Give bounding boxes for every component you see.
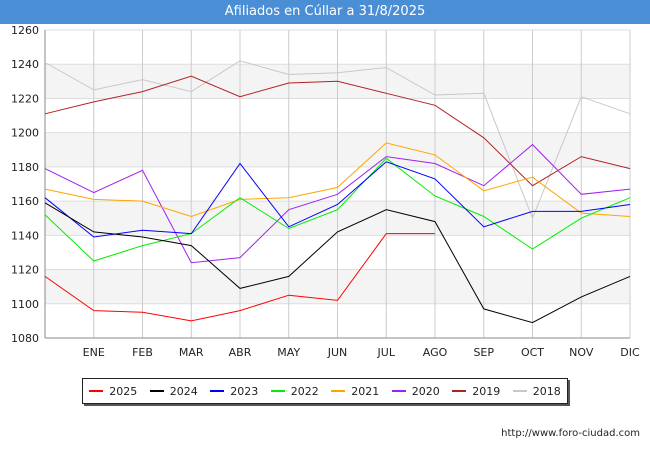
x-tick-label: AGO (423, 346, 448, 359)
legend-item-2019: 2019 (452, 385, 500, 398)
series-line-2023 (44, 161, 631, 238)
x-tick-label: MAY (277, 346, 300, 359)
series-line-2025 (44, 233, 435, 322)
x-tick-label: JUN (327, 346, 348, 359)
x-tick-label: OCT (521, 346, 544, 359)
y-tick-label: 1260 (11, 24, 39, 37)
legend-item-2025: 2025 (89, 385, 137, 398)
legend-label: 2018 (532, 384, 561, 398)
y-tick-label: 1220 (11, 92, 39, 105)
legend-label: 2023 (230, 384, 259, 398)
series-line-2019 (44, 75, 631, 187)
x-tick-label: NOV (569, 346, 594, 359)
legend-label: 2021 (351, 384, 380, 398)
y-tick-label: 1080 (11, 332, 39, 345)
legend-label: 2024 (169, 384, 198, 398)
x-tick-label: FEB (132, 346, 153, 359)
legend-swatch (452, 390, 467, 392)
legend-item-2023: 2023 (210, 385, 258, 398)
legend-swatch (270, 390, 285, 392)
y-tick-label: 1120 (11, 264, 39, 277)
y-tick-label: 1100 (11, 298, 39, 311)
x-tick-label: DIC (620, 346, 640, 359)
legend-item-2024: 2024 (149, 384, 198, 398)
x-tick-label: ABR (229, 346, 252, 359)
legend-item-2018: 2018 (512, 384, 561, 398)
x-tick-label: SEP (473, 346, 494, 359)
legend-swatch (210, 390, 225, 392)
series-line-2020 (44, 143, 631, 264)
series-line-2022 (44, 157, 631, 262)
legend-swatch (331, 390, 346, 392)
legend-item-2021: 2021 (331, 385, 379, 398)
legend-label: 2019 (472, 384, 501, 398)
y-tick-label: 1160 (11, 195, 39, 208)
legend-label: 2020 (411, 384, 440, 398)
legend: 2025 2024 2023 2022 2021 2020 2019 2018 (82, 378, 568, 404)
x-tick-label: JUL (377, 346, 396, 359)
legend-swatch (149, 390, 164, 392)
title-bar (0, 0, 650, 24)
legend-item-2022: 2022 (270, 384, 319, 398)
y-tick-label: 1180 (11, 161, 39, 174)
legend-swatch (89, 390, 104, 392)
chart-title: Afiliados en Cúllar a 31/8/2025 (224, 4, 426, 19)
x-tick-label: ENE (83, 346, 105, 359)
legend-item-2020: 2020 (391, 384, 440, 398)
series-line-2024 (44, 202, 631, 324)
series-line-2021 (44, 142, 631, 218)
legend-label: 2025 (109, 384, 138, 398)
series-line-2018 (44, 60, 631, 220)
legend-swatch (391, 390, 406, 392)
y-tick-label: 1140 (11, 229, 39, 242)
y-tick-label: 1240 (11, 58, 39, 71)
legend-swatch (512, 390, 527, 392)
legend-label: 2022 (290, 384, 319, 398)
source-link[interactable]: http://www.foro-ciudad.com (501, 428, 640, 439)
x-tick-label: MAR (179, 346, 204, 359)
y-tick-label: 1200 (11, 127, 39, 140)
